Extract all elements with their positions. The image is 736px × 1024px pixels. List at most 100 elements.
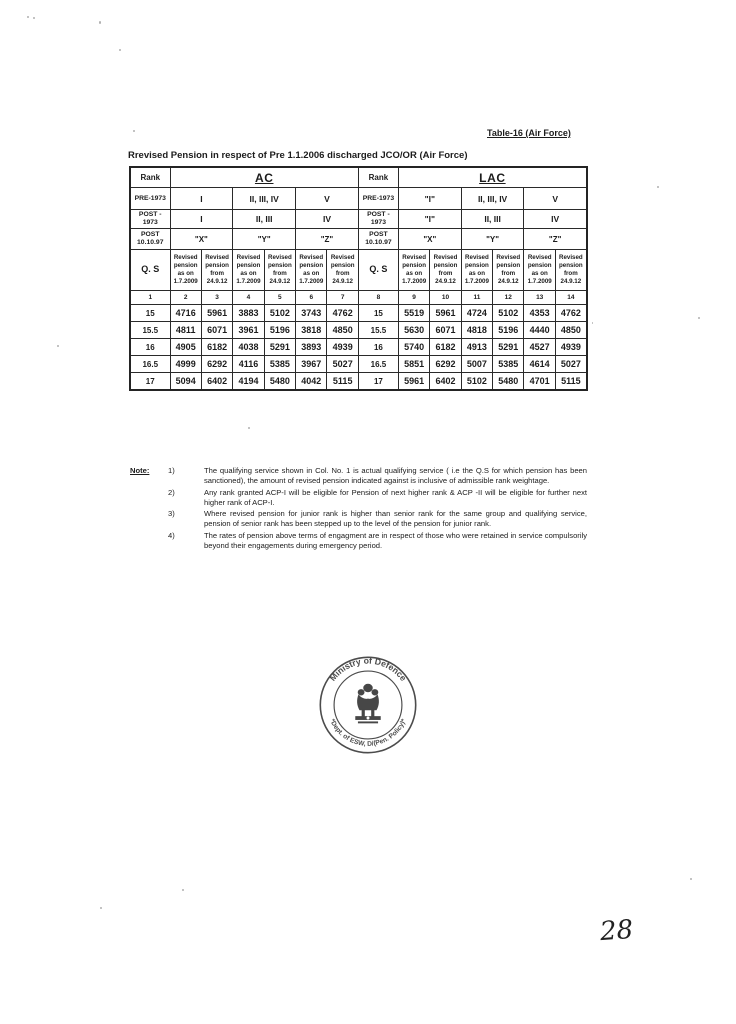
ashoka-emblem-icon: [355, 683, 381, 724]
rank-header-lac: Rank: [357, 166, 399, 188]
scan-speck: [99, 21, 101, 24]
pre1973-lac-1: "I": [397, 187, 462, 210]
notes-section: Note: 1) The qualifying service shown in…: [130, 466, 587, 551]
group-lac-label: LAC: [479, 170, 506, 185]
note-number: 4): [168, 531, 175, 541]
pension-value: 6071: [429, 321, 462, 339]
pension-value: 3883: [232, 304, 265, 322]
note-number: 1): [168, 466, 175, 475]
table-row-qs16: 16 4905 6182 4038 5291 3893 4939 16 5740…: [129, 338, 588, 356]
col-header-from: Revised pension from 24.9.12: [492, 249, 525, 291]
pre1973-label: PRE-1973: [129, 187, 171, 210]
col-number: 11: [460, 290, 494, 305]
pension-value: 5480: [492, 372, 525, 391]
post1973-lac-3: IV: [523, 209, 588, 229]
pension-value: 5480: [263, 372, 297, 391]
pension-value: 4905: [169, 338, 202, 356]
pre1973-ac-2: II, III, IV: [232, 187, 297, 210]
pension-value: 4042: [295, 372, 328, 391]
col-header-ason: Revised pension as on 1.7.2009: [295, 249, 328, 291]
pension-value: 6402: [200, 372, 234, 391]
pension-value: 4850: [554, 321, 588, 339]
pension-value: 5102: [492, 304, 525, 322]
qs-header: Q. S: [129, 249, 171, 291]
pension-value: 5094: [169, 372, 202, 391]
col-number: 4: [232, 290, 265, 305]
scan-speck: [100, 907, 102, 909]
pension-value: 5291: [492, 338, 525, 356]
handwritten-page-number: 28: [598, 914, 635, 948]
qs-value: 15.5: [357, 321, 399, 339]
scan-speck: [698, 317, 700, 319]
pension-value: 4353: [523, 304, 556, 322]
qs-value: 15.5: [129, 321, 171, 339]
scan-speck: [592, 322, 593, 324]
pension-value: 4038: [232, 338, 265, 356]
pension-value: 6182: [429, 338, 462, 356]
note-text: The qualifying service shown in Col. No.…: [204, 466, 587, 485]
pension-value: 5196: [263, 321, 297, 339]
pension-value: 5027: [554, 355, 588, 373]
rank-header-ac: Rank: [129, 166, 171, 188]
post1997-ac-x: "X": [169, 228, 234, 250]
col-number: 5: [263, 290, 297, 305]
scan-speck: [57, 345, 59, 347]
pension-value: 5115: [554, 372, 588, 391]
post1973-ac-2: II, III: [232, 209, 297, 229]
table-row-post1997: POST 10.10.97 "X" "Y" "Z" POST 10.10.97 …: [129, 228, 588, 250]
qs-value: 17: [357, 372, 399, 391]
col-header-ason: Revised pension as on 1.7.2009: [460, 249, 494, 291]
pension-value: 4194: [232, 372, 265, 391]
group-header-lac: LAC: [397, 166, 588, 188]
pension-value: 5961: [429, 304, 462, 322]
pension-value: 6292: [200, 355, 234, 373]
col-number: 8: [357, 290, 399, 305]
table-row-column-numbers: 1 2 3 4 5 6 7 8 9 10 11 12 13 14: [129, 290, 588, 305]
post1973-label: POST - 1973: [129, 209, 171, 229]
pension-value: 5630: [397, 321, 431, 339]
pre1973-lac-2: II, III, IV: [460, 187, 525, 210]
post1997-ac-z: "Z": [295, 228, 359, 250]
pension-value: 5519: [397, 304, 431, 322]
pension-value: 4716: [169, 304, 202, 322]
col-number: 2: [169, 290, 202, 305]
qs-value: 16.5: [129, 355, 171, 373]
pension-value: 4939: [554, 338, 588, 356]
stamp-top-text: Ministry of Defence: [328, 656, 409, 683]
pension-value: 5102: [263, 304, 297, 322]
scan-speck: [182, 889, 184, 891]
col-number: 9: [397, 290, 431, 305]
group-header-ac: AC: [169, 166, 359, 188]
table-row-qs15: 15 4716 5961 3883 5102 3743 4762 15 5519…: [129, 304, 588, 322]
pension-value: 5007: [460, 355, 494, 373]
pension-value: 4850: [326, 321, 359, 339]
qs-value: 16: [129, 338, 171, 356]
col-header-ason: Revised pension as on 1.7.2009: [169, 249, 202, 291]
pension-value: 5851: [397, 355, 431, 373]
pension-value: 4762: [554, 304, 588, 322]
notes-label: Note:: [130, 466, 150, 475]
qs-value: 15: [357, 304, 399, 322]
pension-value: 4811: [169, 321, 202, 339]
note-text: Where revised pension for junior rank is…: [204, 509, 587, 529]
pension-value: 4818: [460, 321, 494, 339]
col-number: 6: [295, 290, 328, 305]
pension-value: 4913: [460, 338, 494, 356]
scan-speck: [33, 17, 35, 19]
post1997-lac-z: "Z": [523, 228, 588, 250]
pension-value: 3961: [232, 321, 265, 339]
document-title: Rrevised Pension in respect of Pre 1.1.2…: [128, 150, 468, 161]
pension-value: 5196: [492, 321, 525, 339]
col-header-from: Revised pension from 24.9.12: [554, 249, 588, 291]
col-header-from: Revised pension from 24.9.12: [263, 249, 297, 291]
pension-value: 4939: [326, 338, 359, 356]
pension-value: 3818: [295, 321, 328, 339]
pension-value: 3967: [295, 355, 328, 373]
pension-value: 5102: [460, 372, 494, 391]
col-number: 7: [326, 290, 359, 305]
pension-value: 6182: [200, 338, 234, 356]
pension-value: 4701: [523, 372, 556, 391]
scan-speck: [690, 878, 692, 880]
col-header-ason: Revised pension as on 1.7.2009: [523, 249, 556, 291]
